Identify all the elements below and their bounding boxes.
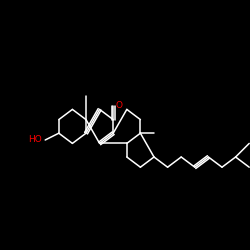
Text: O: O (115, 102, 122, 110)
Text: HO: HO (28, 136, 42, 144)
